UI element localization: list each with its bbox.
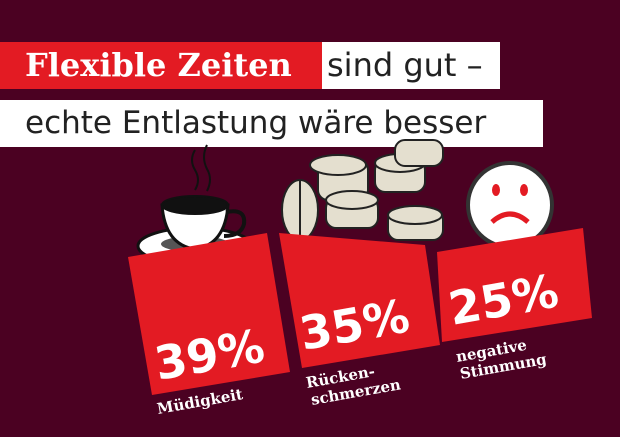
stat-negative-stimmung: 25% negative Stimmung (437, 228, 592, 383)
headline-highlight: Flexible Zeiten (0, 42, 322, 89)
stat-muedigkeit: 39% Müdigkeit (128, 233, 290, 418)
stat-rueckenschmerzen: 35% Rücken- schmerzen (279, 233, 440, 409)
pills-icon (281, 139, 444, 241)
sad-face-pill-icon (466, 161, 554, 249)
headline-rest: sind gut – (322, 42, 500, 89)
headline-line2: echte Entlastung wäre besser (0, 100, 543, 147)
